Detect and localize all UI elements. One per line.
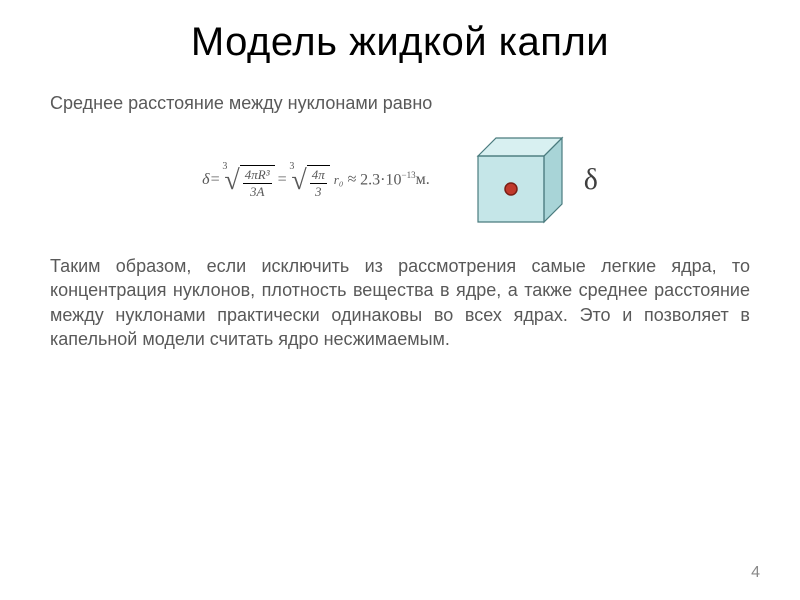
intro-text: Среднее расстояние между нуклонами равно <box>50 93 750 114</box>
radicand-1: 4πR³ 3A <box>240 165 275 200</box>
frac-2: 4π 3 <box>310 168 327 200</box>
formula-r0: r₀ <box>334 172 344 188</box>
frac2-num: 4π <box>310 168 327 184</box>
page-number: 4 <box>751 564 760 582</box>
formula: δ = 3 √ 4πR³ 3A = 3 √ 4π <box>202 163 430 198</box>
formula-tail: м. <box>416 171 430 189</box>
formula-lhs: δ <box>202 171 209 189</box>
slide-container: Модель жидкой капли Среднее расстояние м… <box>0 0 800 600</box>
cube-diagram: δ <box>470 134 598 226</box>
formula-eq1: = <box>210 171 221 189</box>
radicand-2: 4π 3 <box>307 165 330 200</box>
radical-2: √ <box>291 167 306 195</box>
frac2-den: 3 <box>313 184 324 199</box>
value-exp: −13 <box>402 170 416 180</box>
body-paragraph: Таким образом, если исключить из рассмот… <box>50 254 750 351</box>
frac-1: 4πR³ 3A <box>243 168 272 200</box>
radical-1: √ <box>224 167 239 195</box>
value-base: 2.3·10 <box>360 172 401 189</box>
formula-eq2: = <box>277 171 288 189</box>
cuberoot-1: 3 √ 4πR³ 3A <box>222 163 274 198</box>
frac1-den: 3A <box>248 184 266 199</box>
cube-svg <box>470 134 570 226</box>
formula-row: δ = 3 √ 4πR³ 3A = 3 √ 4π <box>50 134 750 226</box>
frac1-num: 4πR³ <box>243 168 272 184</box>
delta-label: δ <box>584 163 598 197</box>
formula-value: 2.3·10−13 <box>360 170 415 189</box>
slide-title: Модель жидкой капли <box>50 20 750 65</box>
cuberoot-2: 3 √ 4π 3 <box>289 163 329 198</box>
formula-approx: ≈ <box>347 171 356 189</box>
